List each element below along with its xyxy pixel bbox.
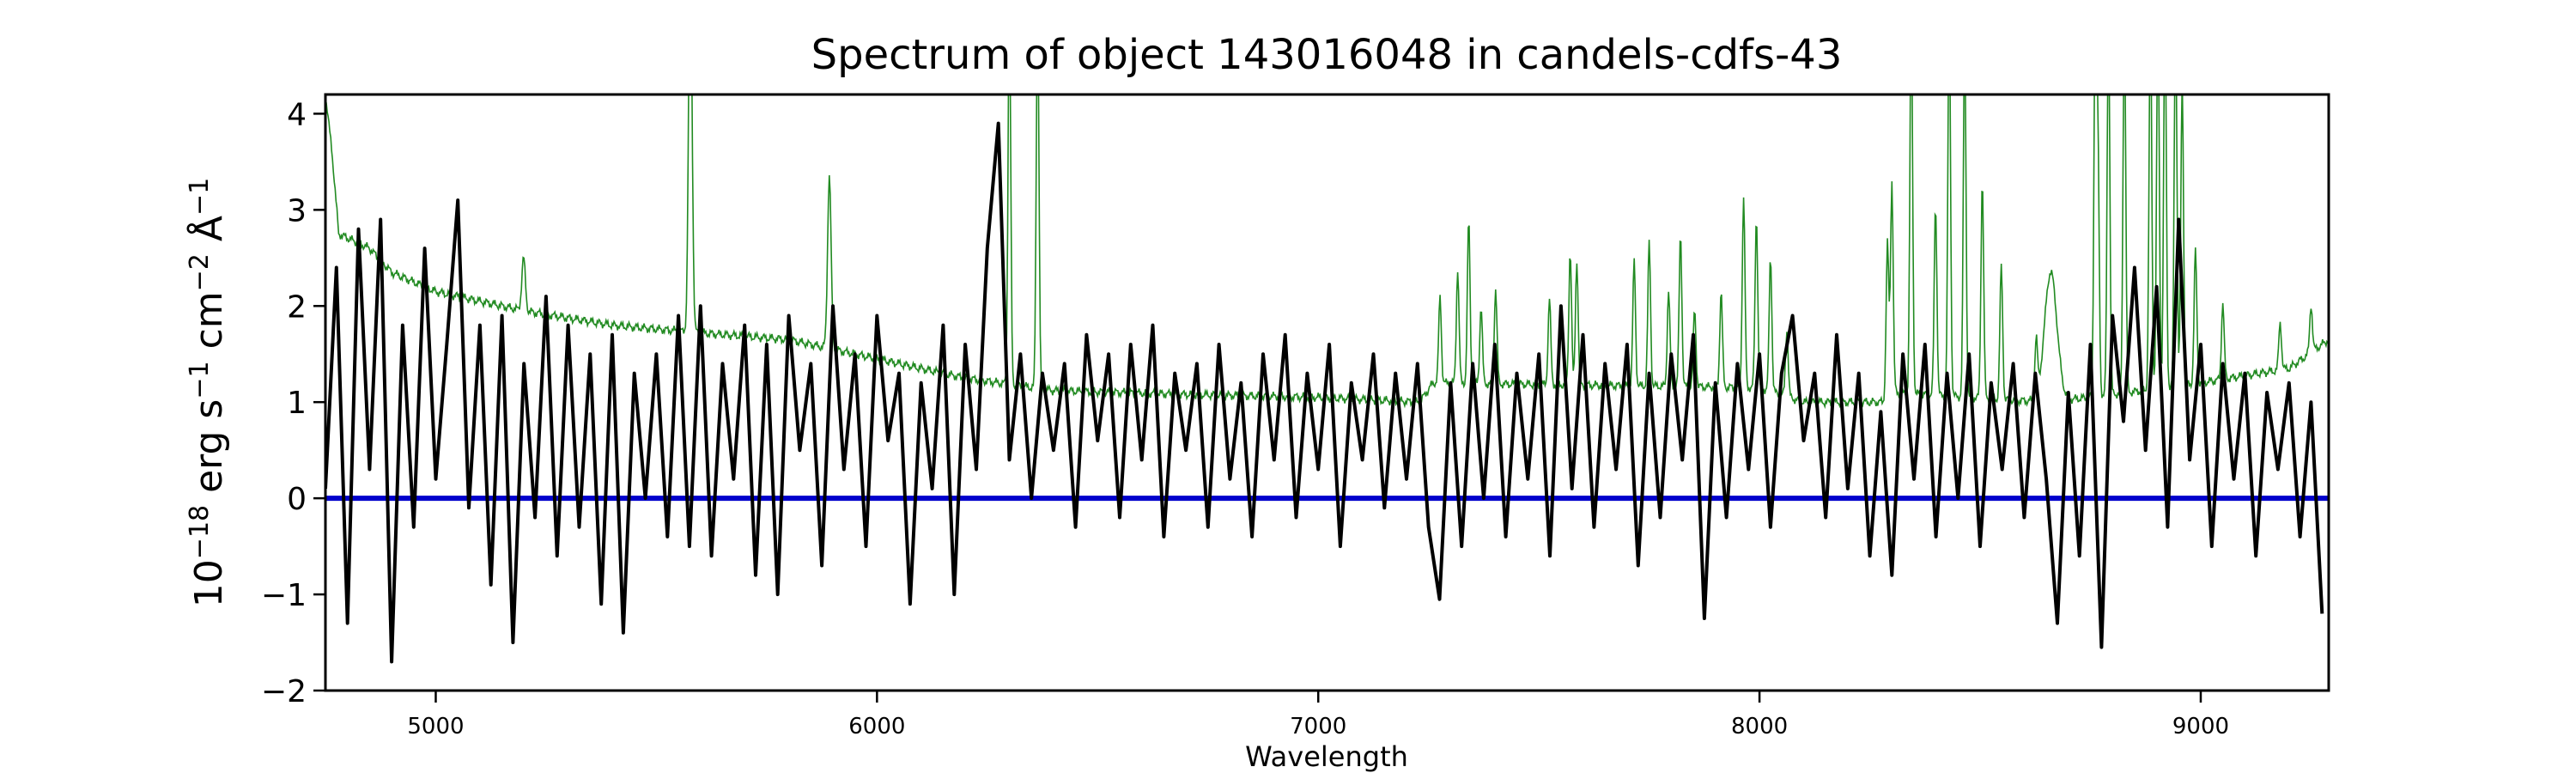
y-axis: −2 −1 0 1 2 3 4 <box>261 97 325 709</box>
y-tick-label: −2 <box>261 674 307 709</box>
x-tick-label: 5000 <box>407 714 464 740</box>
y-label-text: Å <box>185 216 231 253</box>
y-label-text: erg s <box>187 399 231 505</box>
x-axis: 5000 6000 7000 8000 9000 <box>407 691 2229 740</box>
axes-frame <box>324 93 2330 692</box>
x-tick-label: 8000 <box>1731 714 1788 740</box>
y-label-text: cm <box>187 291 231 361</box>
x-tick-label: 9000 <box>2172 714 2229 740</box>
x-axis-label: Wavelength <box>1245 740 1408 773</box>
x-tick-label: 6000 <box>848 714 905 740</box>
y-axis-label: 10−18 erg s−1 cm−2 Å−1 <box>185 178 231 607</box>
y-label-exponent: −1 <box>185 361 215 399</box>
chart-title: Spectrum of object 143016048 in candels-… <box>811 31 1843 79</box>
y-tick-label: 4 <box>287 97 307 132</box>
y-label-exponent: −18 <box>185 505 215 559</box>
y-label-exponent: −1 <box>185 178 215 216</box>
plot-area <box>325 94 2329 664</box>
y-label-exponent: −2 <box>185 253 215 291</box>
flux-line <box>325 121 2324 664</box>
y-tick-label: 1 <box>287 386 307 421</box>
y-label-text: 10 <box>187 559 231 607</box>
y-tick-label: 0 <box>287 482 307 517</box>
y-tick-label: −1 <box>261 578 307 613</box>
x-tick-label: 7000 <box>1290 714 1346 740</box>
y-tick-label: 2 <box>287 289 307 325</box>
y-tick-label: 3 <box>287 193 307 228</box>
